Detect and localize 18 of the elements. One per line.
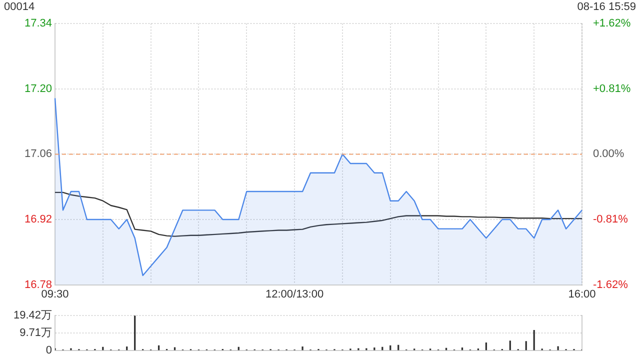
- y-tick-label: 19.42万: [13, 310, 52, 322]
- y2-tick-label: -1.62%: [593, 278, 628, 291]
- y-tick-label: 16.78: [24, 278, 52, 291]
- y2-tick-label: 0.00%: [593, 148, 624, 160]
- y2-tick-label: +1.62%: [593, 18, 631, 30]
- y-tick-label: 17.20: [24, 82, 52, 95]
- y2-tick-label: -0.81%: [593, 214, 628, 226]
- chart-title: 00014: [4, 0, 35, 14]
- y2-tick-label: +0.81%: [593, 82, 631, 95]
- x-tick-label: 12:00/13:00: [265, 288, 324, 300]
- y-tick-label: 17.06: [24, 148, 52, 160]
- y-tick-label: 16.92: [24, 214, 52, 226]
- y-tick-label: 17.34: [24, 18, 52, 30]
- x-tick-label: 09:30: [41, 288, 69, 300]
- y-tick-label: 0: [46, 344, 52, 356]
- text: 08-16 15:59: [577, 0, 636, 14]
- y-tick-label: 9.71万: [20, 327, 52, 340]
- x-tick-label: 16:00: [568, 288, 596, 300]
